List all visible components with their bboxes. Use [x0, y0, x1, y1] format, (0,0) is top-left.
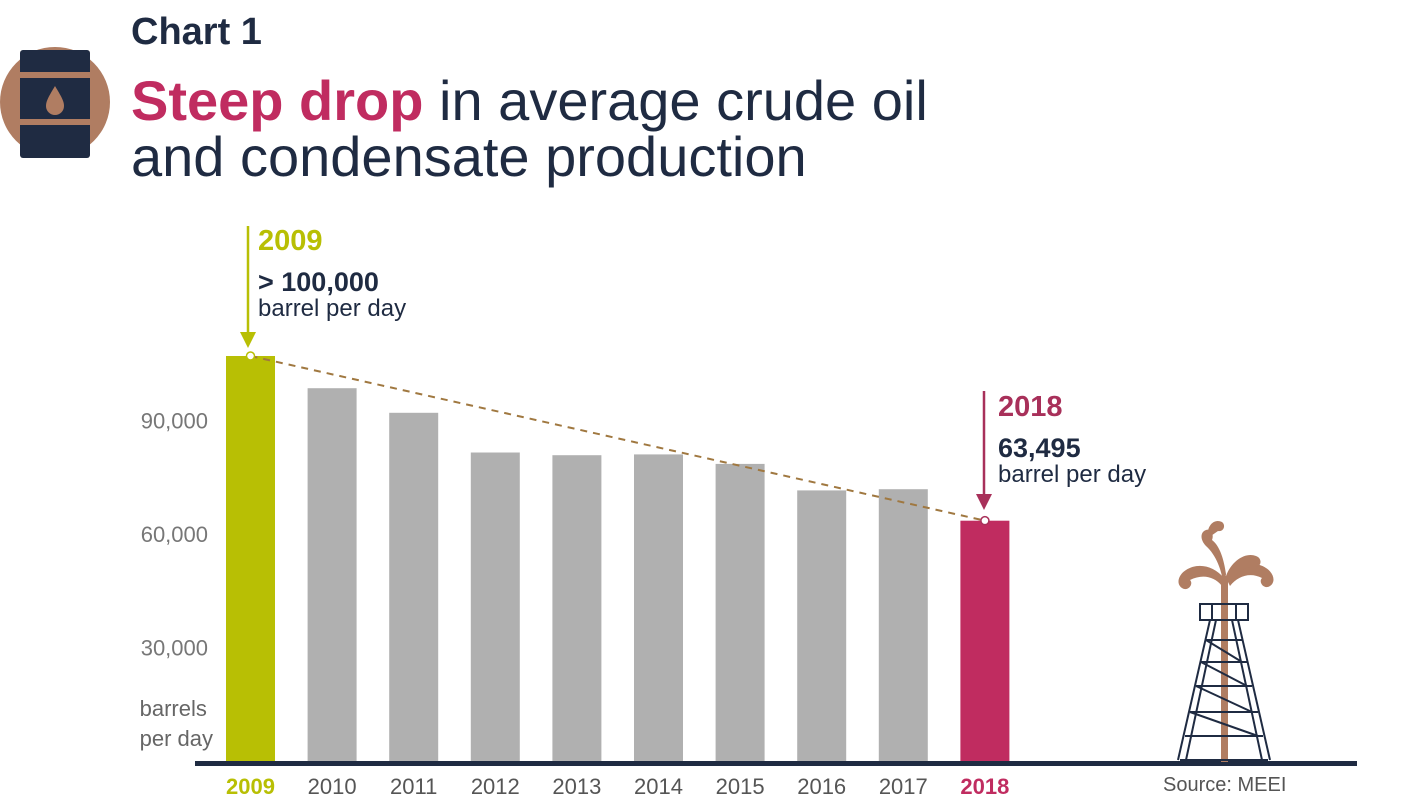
- y-tick-label-90000: 90,000: [141, 408, 208, 433]
- trend-line: [250, 355, 986, 522]
- x-tick-label-2009: 2009: [226, 774, 275, 799]
- oil-barrel-icon: [0, 47, 110, 158]
- oil-rig-gusher-icon: [1177, 520, 1274, 762]
- x-tick-label-2018: 2018: [960, 774, 1009, 799]
- bar-2012: [470, 452, 520, 761]
- annotation-2009-year: 2009: [258, 225, 323, 257]
- annotation-2018-value: 63,495: [998, 433, 1081, 463]
- bar-2016: [797, 490, 847, 761]
- x-axis-ticks: 2009 2010 2011 2012 2013 2014 2015 2016 2017 2018: [226, 774, 1009, 799]
- x-tick-label-2017: 2017: [879, 774, 928, 799]
- bar-2014: [634, 454, 683, 761]
- x-tick-label-2016: 2016: [797, 774, 846, 799]
- annotation-2018-arrow-head: [976, 494, 992, 510]
- y-axis-label: barrels per day: [140, 696, 213, 751]
- x-tick-label-2013: 2013: [552, 774, 601, 799]
- bar-2009: [226, 356, 275, 761]
- x-tick-label-2012: 2012: [471, 774, 520, 799]
- title-highlight: Steep drop: [131, 69, 423, 132]
- annotation-2018: 2018 63,495 barrel per day: [976, 391, 1146, 510]
- page-title: Steep drop in average crude oil: [131, 69, 928, 132]
- source-note: Source: MEEI: [1163, 774, 1286, 796]
- trend-start-point: [245, 351, 256, 361]
- bar-2015: [715, 463, 765, 761]
- y-axis-label-line2: per day: [140, 726, 213, 751]
- annotation-2009: 2009 > 100,000 barrel per day: [240, 225, 406, 348]
- bar-series: [226, 356, 1010, 761]
- chart-number: Chart 1: [131, 11, 262, 53]
- annotation-2009-arrow-head: [240, 332, 256, 348]
- bar-2017: [878, 489, 928, 761]
- bar-2013: [552, 455, 602, 761]
- x-tick-label-2014: 2014: [634, 774, 683, 799]
- annotation-2018-year: 2018: [998, 391, 1063, 423]
- annotation-2018-unit: barrel per day: [998, 461, 1146, 488]
- y-tick-label-30000: 30,000: [141, 635, 208, 660]
- x-tick-label-2010: 2010: [308, 774, 357, 799]
- annotation-2009-value: > 100,000: [258, 267, 379, 297]
- title-rest: in average crude oil: [423, 69, 927, 132]
- trend-end-point: [980, 515, 990, 526]
- bar-2010: [307, 388, 357, 761]
- x-tick-label-2015: 2015: [716, 774, 765, 799]
- x-axis-baseline: [195, 761, 1357, 766]
- page-title-line2: and condensate production: [131, 125, 807, 188]
- annotation-2009-unit: barrel per day: [258, 295, 406, 322]
- x-tick-label-2011: 2011: [390, 774, 437, 799]
- bar-2018: [960, 520, 1010, 761]
- bar-2011: [389, 412, 439, 761]
- y-axis-ticks: 30,000 60,000 90,000: [141, 408, 208, 660]
- y-tick-label-60000: 60,000: [141, 522, 208, 547]
- y-axis-label-line1: barrels: [140, 696, 207, 721]
